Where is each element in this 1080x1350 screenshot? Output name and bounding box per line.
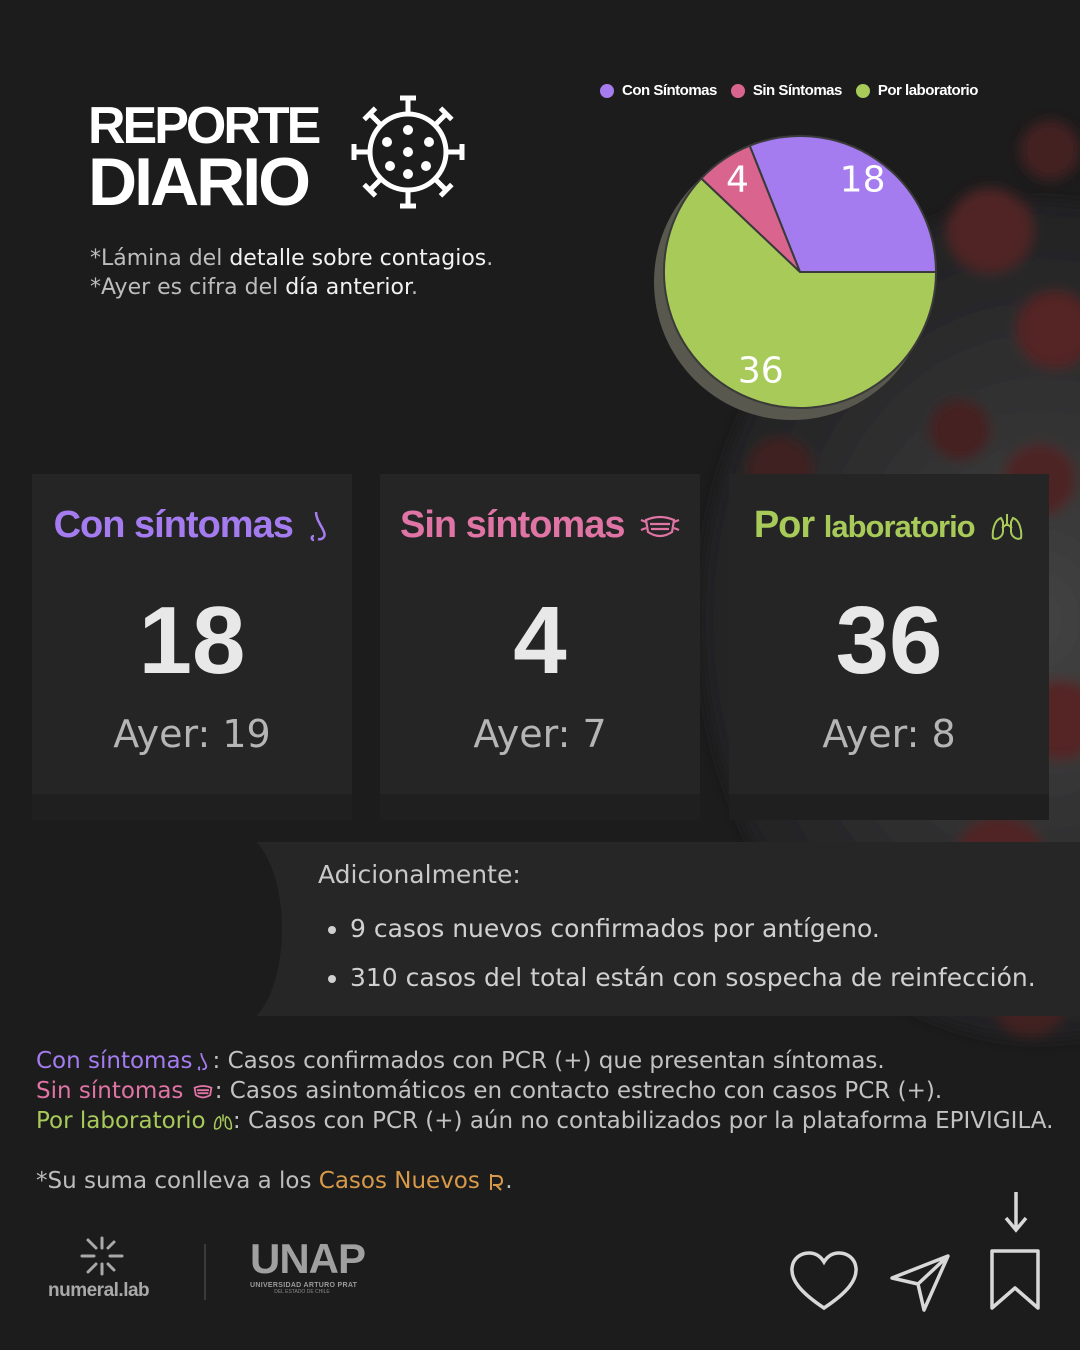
card-value: 18	[32, 586, 352, 696]
card-con-sintomas: Con síntomas 18 Ayer: 19	[32, 474, 352, 820]
card-yesterday: Ayer: 8	[729, 712, 1049, 756]
definition-por-laboratorio: Por laboratorio : Casos con PCR (+) aún …	[36, 1106, 1053, 1136]
numeral-lab-text: numeral.lab	[48, 1280, 149, 1302]
legend-dot	[856, 84, 870, 98]
mask-icon	[191, 1084, 215, 1100]
legend-label: Sin Síntomas	[753, 82, 842, 99]
additional-panel: Adicionalmente: 9 casos nuevos confirmad…	[250, 842, 1080, 1016]
card-footer	[729, 794, 1049, 820]
definition-sin-sintomas: Sin síntomas : Casos asintomáticos en co…	[36, 1076, 1053, 1106]
chart-legend: Con Síntomas Sin Síntomas Por laboratori…	[600, 82, 978, 99]
definition-term: Por laboratorio	[36, 1108, 206, 1134]
card-label: Con síntomas	[32, 504, 352, 547]
card-footer	[32, 794, 352, 820]
unap-subtitle: UNIVERSIDAD ARTURO PRAT	[250, 1282, 362, 1289]
title-line-2: DIARIO	[88, 148, 318, 216]
definitions: Con síntomas : Casos confirmados con PCR …	[36, 1046, 1053, 1136]
additional-list: 9 casos nuevos confirmados por antígeno.…	[318, 914, 1036, 1012]
card-footer	[380, 794, 700, 820]
pie-chart: 18 4 36	[640, 120, 960, 440]
definition-term: Sin síntomas	[36, 1078, 183, 1104]
unap-text: UNAP	[250, 1238, 362, 1280]
numeral-lab-logo: numeral.lab	[48, 1236, 158, 1306]
card-value: 4	[380, 586, 700, 696]
nose-icon	[308, 510, 330, 544]
card-sin-sintomas: Sin síntomas 4 Ayer: 7	[380, 474, 700, 820]
lungs-icon	[990, 512, 1024, 542]
additional-heading: Adicionalmente:	[318, 860, 521, 889]
heart-icon[interactable]	[788, 1250, 860, 1314]
card-yesterday: Ayer: 7	[380, 712, 700, 756]
legend-dot	[600, 84, 614, 98]
bookmark-icon[interactable]	[988, 1248, 1042, 1312]
sum-note: *Su suma conlleva a los Casos Nuevos .	[36, 1168, 513, 1194]
list-item: 310 casos del total están con sospecha d…	[350, 963, 1036, 992]
logo-divider	[204, 1244, 206, 1300]
legend-item-con-sintomas: Con Síntomas	[600, 82, 717, 99]
note-2: *Ayer es cifra del día anterior.	[90, 275, 418, 300]
panel-notch	[190, 832, 282, 1026]
page-title: REPORTE DIARIO	[88, 100, 318, 216]
nose-icon	[195, 1052, 211, 1072]
legend-dot	[731, 84, 745, 98]
send-icon[interactable]	[888, 1252, 952, 1314]
definition-term: Con síntomas	[36, 1048, 193, 1074]
pie-label-sin-sintomas: 4	[726, 160, 749, 201]
legend-item-sin-sintomas: Sin Síntomas	[731, 82, 842, 99]
card-value: 36	[729, 586, 1049, 696]
legend-label: Por laboratorio	[878, 82, 978, 99]
note-1: *Lámina del detalle sobre contagios.	[90, 246, 493, 271]
card-label: Sin síntomas	[380, 504, 700, 547]
card-yesterday: Ayer: 19	[32, 712, 352, 756]
unap-logo: UNAP UNIVERSIDAD ARTURO PRAT DEL ESTADO …	[250, 1238, 362, 1306]
definition-text: : Casos confirmados con PCR (+) que pres…	[213, 1048, 885, 1074]
definition-con-sintomas: Con síntomas : Casos confirmados con PCR …	[36, 1046, 1053, 1076]
lungs-icon	[213, 1113, 233, 1131]
pie-label-por-laboratorio: 36	[738, 351, 784, 392]
numeral-lab-mark-icon	[78, 1236, 128, 1280]
unap-subtitle-2: DEL ESTADO DE CHILE	[250, 1289, 354, 1295]
arrow-down-icon	[1002, 1190, 1030, 1234]
legend-label: Con Síntomas	[622, 82, 717, 99]
pie-label-con-sintomas: 18	[840, 160, 886, 201]
virus-icon	[346, 90, 470, 214]
mask-icon	[640, 514, 680, 540]
list-item: 9 casos nuevos confirmados por antígeno.	[350, 914, 1036, 943]
card-label: Por laboratorio	[729, 504, 1049, 547]
virus-small-icon	[487, 1172, 505, 1192]
legend-item-por-laboratorio: Por laboratorio	[856, 82, 978, 99]
definition-text: : Casos con PCR (+) aún no contabilizado…	[233, 1108, 1054, 1134]
definition-text: : Casos asintomáticos en contacto estrec…	[215, 1078, 942, 1104]
card-por-laboratorio: Por laboratorio 36 Ayer: 8	[729, 474, 1049, 820]
